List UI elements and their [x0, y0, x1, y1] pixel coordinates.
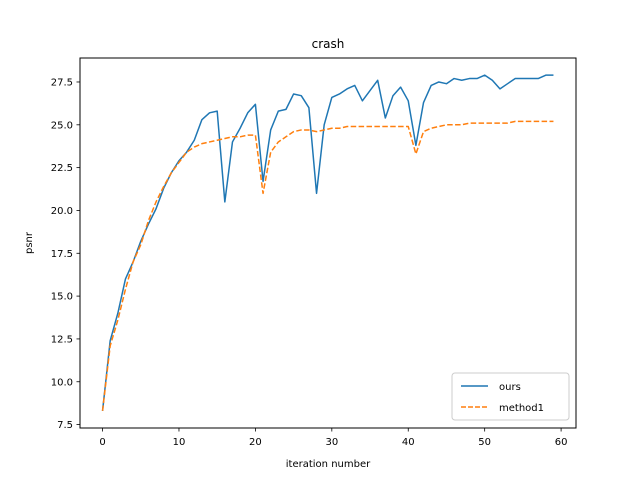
- legend-label-ours: ours: [499, 382, 521, 393]
- x-tick-label: 20: [249, 437, 262, 448]
- y-tick-label: 25.0: [51, 120, 73, 131]
- x-tick-label: 10: [173, 437, 186, 448]
- x-tick-label: 40: [402, 437, 415, 448]
- x-tick-label: 30: [325, 437, 338, 448]
- plot-frame: [79, 57, 577, 429]
- y-axis-label: psnr: [24, 231, 35, 254]
- x-tick-label: 60: [555, 437, 568, 448]
- x-tick-label: 0: [99, 437, 105, 448]
- y-axis: 7.5 10.0 12.5 15.0 17.5 20.0 22.5 25.0 27.5: [51, 78, 80, 431]
- legend-label-method1: method1: [499, 403, 544, 414]
- y-tick-label: 10.0: [51, 377, 73, 388]
- y-tick-label: 22.5: [51, 163, 73, 174]
- x-axis-label: iteration number: [286, 459, 371, 470]
- y-tick-label: 20.0: [51, 206, 73, 217]
- y-tick-label: 15.0: [51, 292, 73, 303]
- y-tick-label: 27.5: [51, 78, 73, 89]
- series-layer: [101, 74, 554, 411]
- chart-title: crash: [312, 37, 345, 51]
- y-tick-label: 17.5: [51, 249, 73, 260]
- legend-box: [451, 372, 570, 421]
- y-tick-label: 7.5: [57, 420, 73, 431]
- series-line-method1: [101, 120, 554, 411]
- legend: ours method1: [451, 372, 570, 421]
- series-line-ours: [101, 74, 554, 411]
- y-tick-label: 12.5: [51, 335, 73, 346]
- x-axis: 0 10 20 30 40 50 60: [99, 428, 567, 448]
- x-tick-label: 50: [478, 437, 491, 448]
